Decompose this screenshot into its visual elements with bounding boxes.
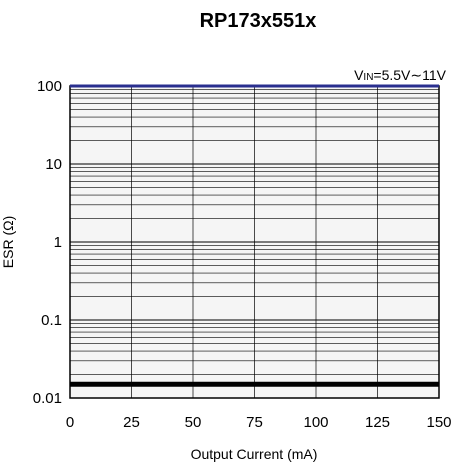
vin-annotation: VIN=5.5V∼11V: [354, 67, 447, 83]
x-tick-labels: 0 25 50 75 100 125 150: [66, 414, 452, 431]
vin-annotation-suffix: =5.5V∼11V: [373, 67, 446, 83]
y-tick-label: 10: [45, 156, 62, 173]
y-axis-label: ESR (Ω): [0, 216, 16, 268]
vin-annotation-prefix: V: [354, 67, 364, 83]
grid: [69, 86, 440, 399]
x-tick-label: 150: [426, 414, 451, 431]
y-tick-label: 0.01: [33, 390, 62, 407]
x-tick-label: 25: [123, 414, 140, 431]
series-group: [70, 84, 439, 387]
y-tick-label: 1: [54, 234, 62, 251]
x-tick-label: 50: [185, 414, 202, 431]
x-tick-label: 125: [365, 414, 390, 431]
y-tick-label: 100: [37, 78, 62, 95]
x-tick-label: 0: [66, 414, 74, 431]
x-tick-label: 75: [246, 414, 263, 431]
x-axis-label: Output Current (mA): [191, 446, 318, 462]
y-tick-label: 0.1: [41, 312, 62, 329]
y-tick-labels: 0.01 0.1 1 10 100: [33, 78, 62, 407]
vin-annotation-subscript: IN: [363, 72, 373, 83]
chart-title: RP173x551x: [200, 10, 317, 32]
x-tick-label: 100: [303, 414, 328, 431]
